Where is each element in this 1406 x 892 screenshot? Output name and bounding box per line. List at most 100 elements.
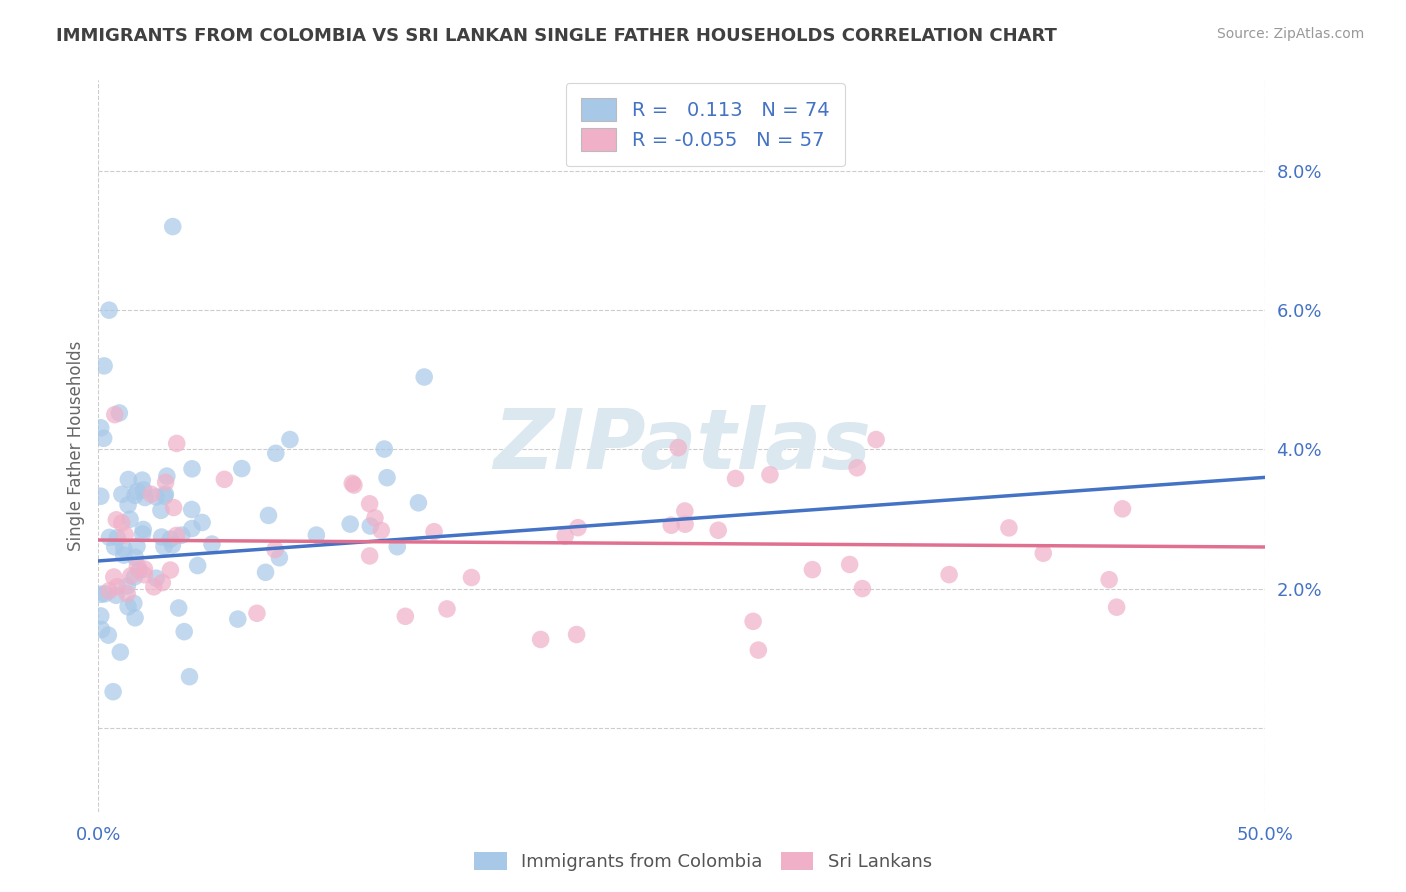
Point — [132, 483, 155, 497]
Point — [131, 526, 153, 541]
Point — [801, 563, 824, 577]
Point — [339, 517, 361, 532]
Point — [122, 596, 145, 610]
Point — [159, 532, 181, 546]
Point — [108, 406, 131, 420]
Point — [567, 521, 589, 535]
Point — [145, 571, 167, 585]
Point — [742, 615, 765, 629]
Point — [101, 684, 124, 698]
Point — [110, 645, 132, 659]
Point — [105, 588, 128, 602]
Point — [125, 539, 148, 553]
Point — [359, 519, 381, 533]
Point — [94, 587, 117, 601]
Point — [565, 627, 588, 641]
Point — [98, 583, 121, 598]
Point — [278, 433, 301, 447]
Point — [724, 471, 747, 485]
Point — [134, 562, 156, 576]
Point — [162, 538, 184, 552]
Point — [105, 531, 128, 545]
Point — [707, 523, 730, 537]
Point — [90, 489, 112, 503]
Point — [759, 467, 782, 482]
Point — [264, 446, 287, 460]
Point — [387, 540, 409, 554]
Point — [132, 523, 155, 537]
Point — [93, 359, 115, 373]
Point — [180, 502, 202, 516]
Point — [364, 511, 387, 525]
Point — [530, 632, 553, 647]
Point — [127, 559, 149, 574]
Point — [120, 512, 142, 526]
Point — [408, 496, 430, 510]
Point — [90, 587, 112, 601]
Point — [359, 497, 381, 511]
Point — [115, 579, 138, 593]
Point — [166, 436, 188, 450]
Point — [97, 628, 120, 642]
Point — [179, 670, 201, 684]
Point — [124, 488, 146, 502]
Point — [117, 599, 139, 614]
Point — [124, 550, 146, 565]
Text: Source: ZipAtlas.com: Source: ZipAtlas.com — [1216, 27, 1364, 41]
Point — [131, 473, 153, 487]
Point — [257, 508, 280, 523]
Point — [142, 580, 165, 594]
Point — [342, 476, 364, 491]
Point — [269, 550, 291, 565]
Point — [460, 570, 482, 584]
Point — [343, 478, 366, 492]
Point — [104, 408, 127, 422]
Point — [159, 563, 181, 577]
Point — [98, 530, 121, 544]
Point — [120, 569, 142, 583]
Point — [111, 487, 134, 501]
Point — [246, 607, 269, 621]
Point — [117, 498, 139, 512]
Point — [153, 540, 176, 554]
Point — [155, 487, 177, 501]
Point — [111, 516, 134, 530]
Point — [141, 487, 163, 501]
Point — [181, 462, 204, 476]
Point — [264, 542, 287, 557]
Point — [359, 549, 381, 563]
Point — [105, 580, 128, 594]
Point — [214, 472, 236, 486]
Point — [666, 441, 689, 455]
Point — [98, 303, 121, 318]
Point — [112, 548, 135, 562]
Point — [150, 575, 173, 590]
Point — [165, 528, 187, 542]
Point — [659, 518, 682, 533]
Point — [93, 431, 115, 445]
Point — [394, 609, 416, 624]
Point — [305, 528, 328, 542]
Point — [155, 475, 177, 490]
Point — [413, 370, 436, 384]
Point — [181, 522, 204, 536]
Point — [851, 582, 873, 596]
Point — [865, 433, 887, 447]
Point — [173, 624, 195, 639]
Point — [156, 469, 179, 483]
Point — [201, 537, 224, 551]
Point — [105, 513, 128, 527]
Point — [1111, 501, 1133, 516]
Legend: Immigrants from Colombia, Sri Lankans: Immigrants from Colombia, Sri Lankans — [467, 845, 939, 879]
Point — [117, 473, 139, 487]
Text: 0.0%: 0.0% — [76, 826, 121, 844]
Point — [103, 570, 125, 584]
Point — [153, 489, 176, 503]
Point — [134, 491, 156, 505]
Text: ZIPatlas: ZIPatlas — [494, 406, 870, 486]
Point — [90, 609, 112, 624]
Point — [167, 601, 190, 615]
Point — [1105, 600, 1128, 615]
Point — [162, 500, 184, 515]
Point — [90, 623, 112, 637]
